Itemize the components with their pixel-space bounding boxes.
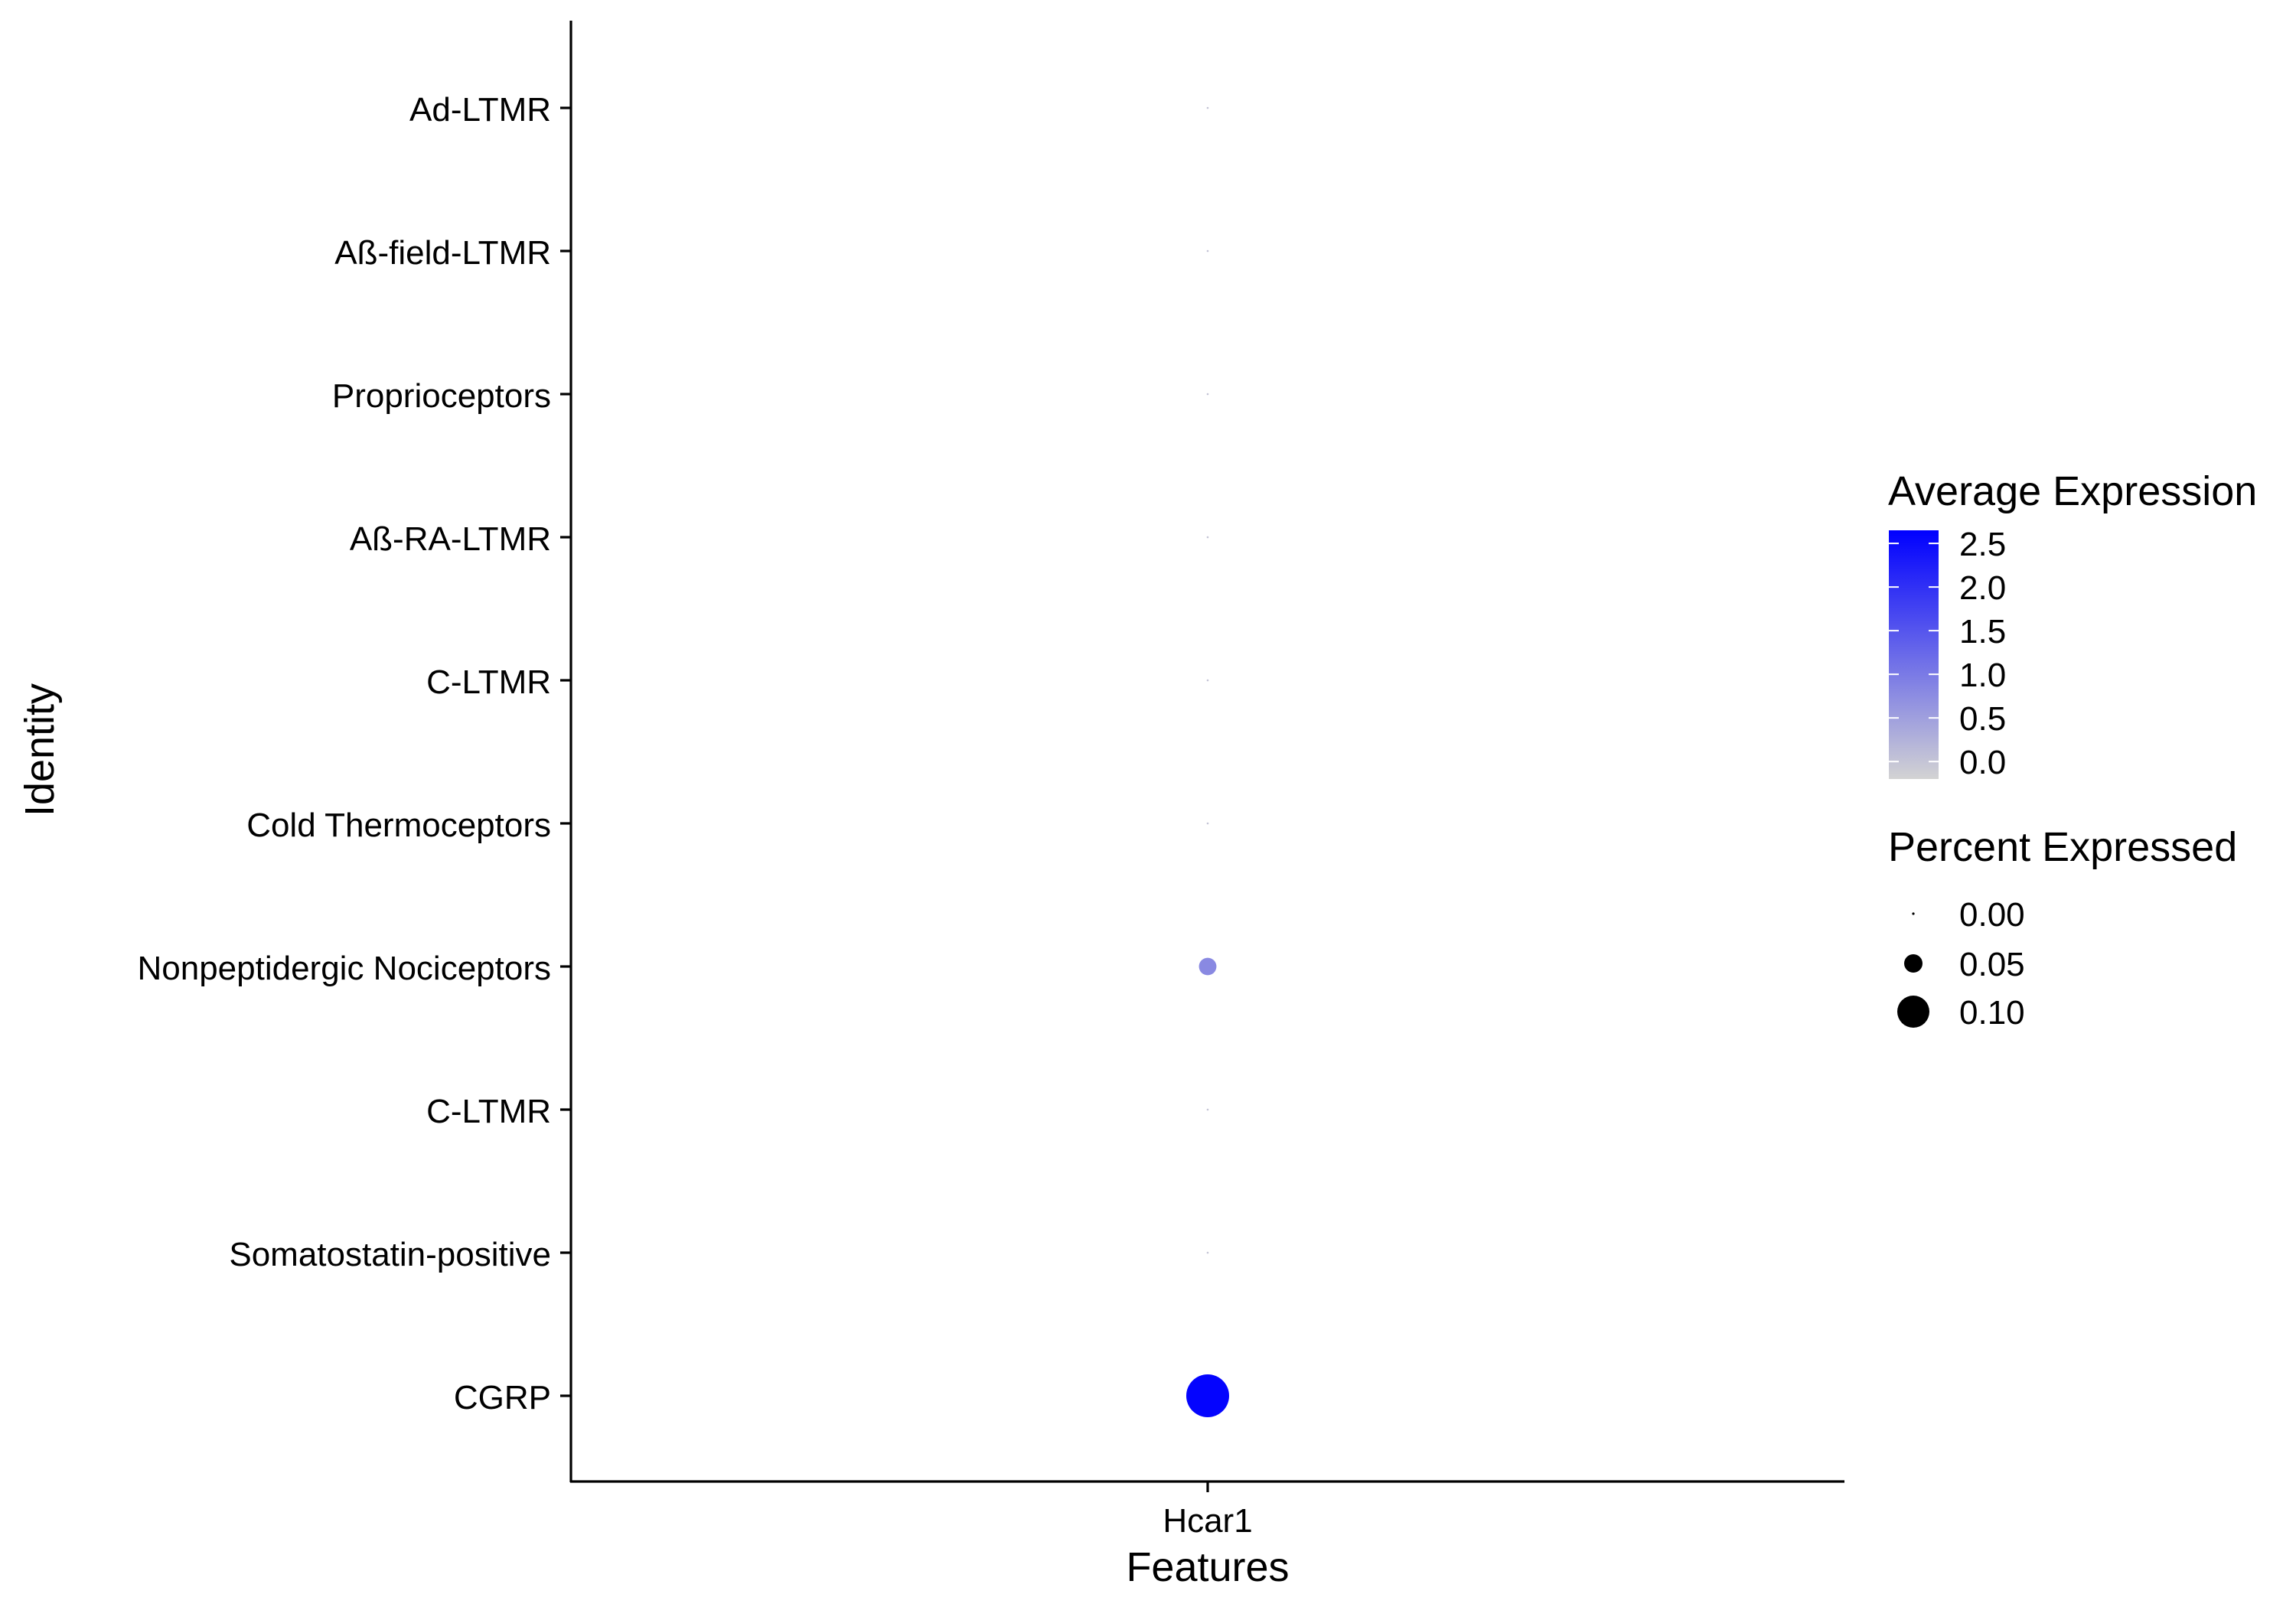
dot-point: [1206, 1251, 1209, 1254]
color-tick-label: 2.0: [1959, 569, 2006, 607]
y-tick-label: C-LTMR: [426, 663, 551, 701]
size-legend-dot: [1897, 996, 1929, 1028]
size-legend-dot: [1904, 954, 1923, 973]
dot-point: [1206, 1108, 1209, 1111]
y-axis-ticks: Ad-LTMR Aß-field-LTMR Proprioceptors Aß-RA-…: [137, 91, 571, 1416]
y-tick-label: C-LTMR: [426, 1093, 551, 1130]
x-axis-label: Features: [1126, 1544, 1289, 1590]
y-tick-label: Cold Thermoceptors: [246, 807, 551, 844]
y-tick-label: Ad-LTMR: [409, 91, 551, 129]
dot-point: [1206, 106, 1209, 109]
dot-point: [1206, 393, 1209, 396]
y-tick-label: Somatostatin-positive: [229, 1236, 551, 1273]
dot-marks: [1186, 106, 1229, 1417]
size-legend-label: 0.00: [1959, 896, 2025, 934]
color-tick-label: 1.5: [1959, 613, 2006, 650]
size-legend-entries: 0.00 0.05 0.10: [1897, 896, 2025, 1032]
y-tick-label: Aß-field-LTMR: [334, 234, 551, 272]
dot-point: [1206, 679, 1209, 682]
size-legend-label: 0.05: [1959, 946, 2025, 983]
y-tick-label: Aß-RA-LTMR: [350, 520, 551, 558]
y-tick-label: Proprioceptors: [332, 377, 551, 415]
y-axis-label: Identity: [17, 683, 63, 817]
color-legend-title: Average Expression: [1888, 468, 2257, 514]
size-legend-title: Percent Expressed: [1888, 824, 2237, 870]
dot-point: [1186, 1374, 1229, 1417]
size-legend-dot: [1912, 912, 1915, 915]
y-tick-label: CGRP: [454, 1379, 551, 1416]
dot-point: [1206, 536, 1209, 539]
x-tick-label: Hcar1: [1163, 1502, 1252, 1540]
x-axis-ticks: Hcar1: [1163, 1482, 1253, 1540]
y-tick-label: Nonpeptidergic Nociceptors: [137, 950, 551, 987]
color-legend-ticks: 2.5 2.0 1.5 1.0 0.5 0.0: [1889, 526, 2006, 781]
dot-point: [1206, 822, 1209, 825]
color-tick-label: 0.5: [1959, 700, 2006, 738]
dot-point: [1199, 957, 1217, 976]
legend: Average Expression 2.5 2.0 1.5 1.0 0.5 0.0 Pe…: [1888, 468, 2257, 1032]
size-legend-label: 0.10: [1959, 994, 2025, 1032]
color-tick-label: 2.5: [1959, 526, 2006, 563]
color-bar: [1889, 530, 1939, 779]
color-tick-label: 1.0: [1959, 657, 2006, 694]
dot-point: [1206, 249, 1209, 253]
color-tick-label: 0.0: [1959, 744, 2006, 781]
